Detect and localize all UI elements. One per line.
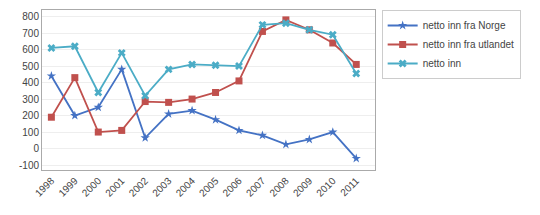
svg-text:-100: -100 xyxy=(19,160,39,171)
svg-text:2007: 2007 xyxy=(244,175,268,199)
svg-text:800: 800 xyxy=(22,11,39,22)
svg-text:2011: 2011 xyxy=(338,175,361,198)
svg-text:2009: 2009 xyxy=(291,175,315,199)
svg-text:1998: 1998 xyxy=(33,175,57,199)
svg-text:0: 0 xyxy=(33,143,39,154)
svg-text:600: 600 xyxy=(22,44,39,55)
svg-text:700: 700 xyxy=(22,28,39,39)
svg-text:2002: 2002 xyxy=(127,175,151,199)
svg-text:100: 100 xyxy=(22,127,39,138)
svg-text:netto inn fra Norge: netto inn fra Norge xyxy=(423,20,506,31)
svg-text:2008: 2008 xyxy=(267,175,291,199)
svg-text:netto inn fra utlandet: netto inn fra utlandet xyxy=(423,39,514,50)
svg-text:2003: 2003 xyxy=(150,175,174,199)
svg-text:2005: 2005 xyxy=(197,175,221,199)
svg-text:500: 500 xyxy=(22,61,39,72)
svg-text:2004: 2004 xyxy=(174,175,198,199)
svg-text:300: 300 xyxy=(22,94,39,105)
svg-text:netto inn: netto inn xyxy=(423,58,461,69)
svg-text:2010: 2010 xyxy=(314,175,338,199)
svg-text:2006: 2006 xyxy=(220,175,244,199)
svg-text:400: 400 xyxy=(22,77,39,88)
svg-text:2000: 2000 xyxy=(80,175,104,199)
svg-text:200: 200 xyxy=(22,110,39,121)
svg-text:2001: 2001 xyxy=(103,175,127,199)
svg-text:1999: 1999 xyxy=(56,175,80,199)
